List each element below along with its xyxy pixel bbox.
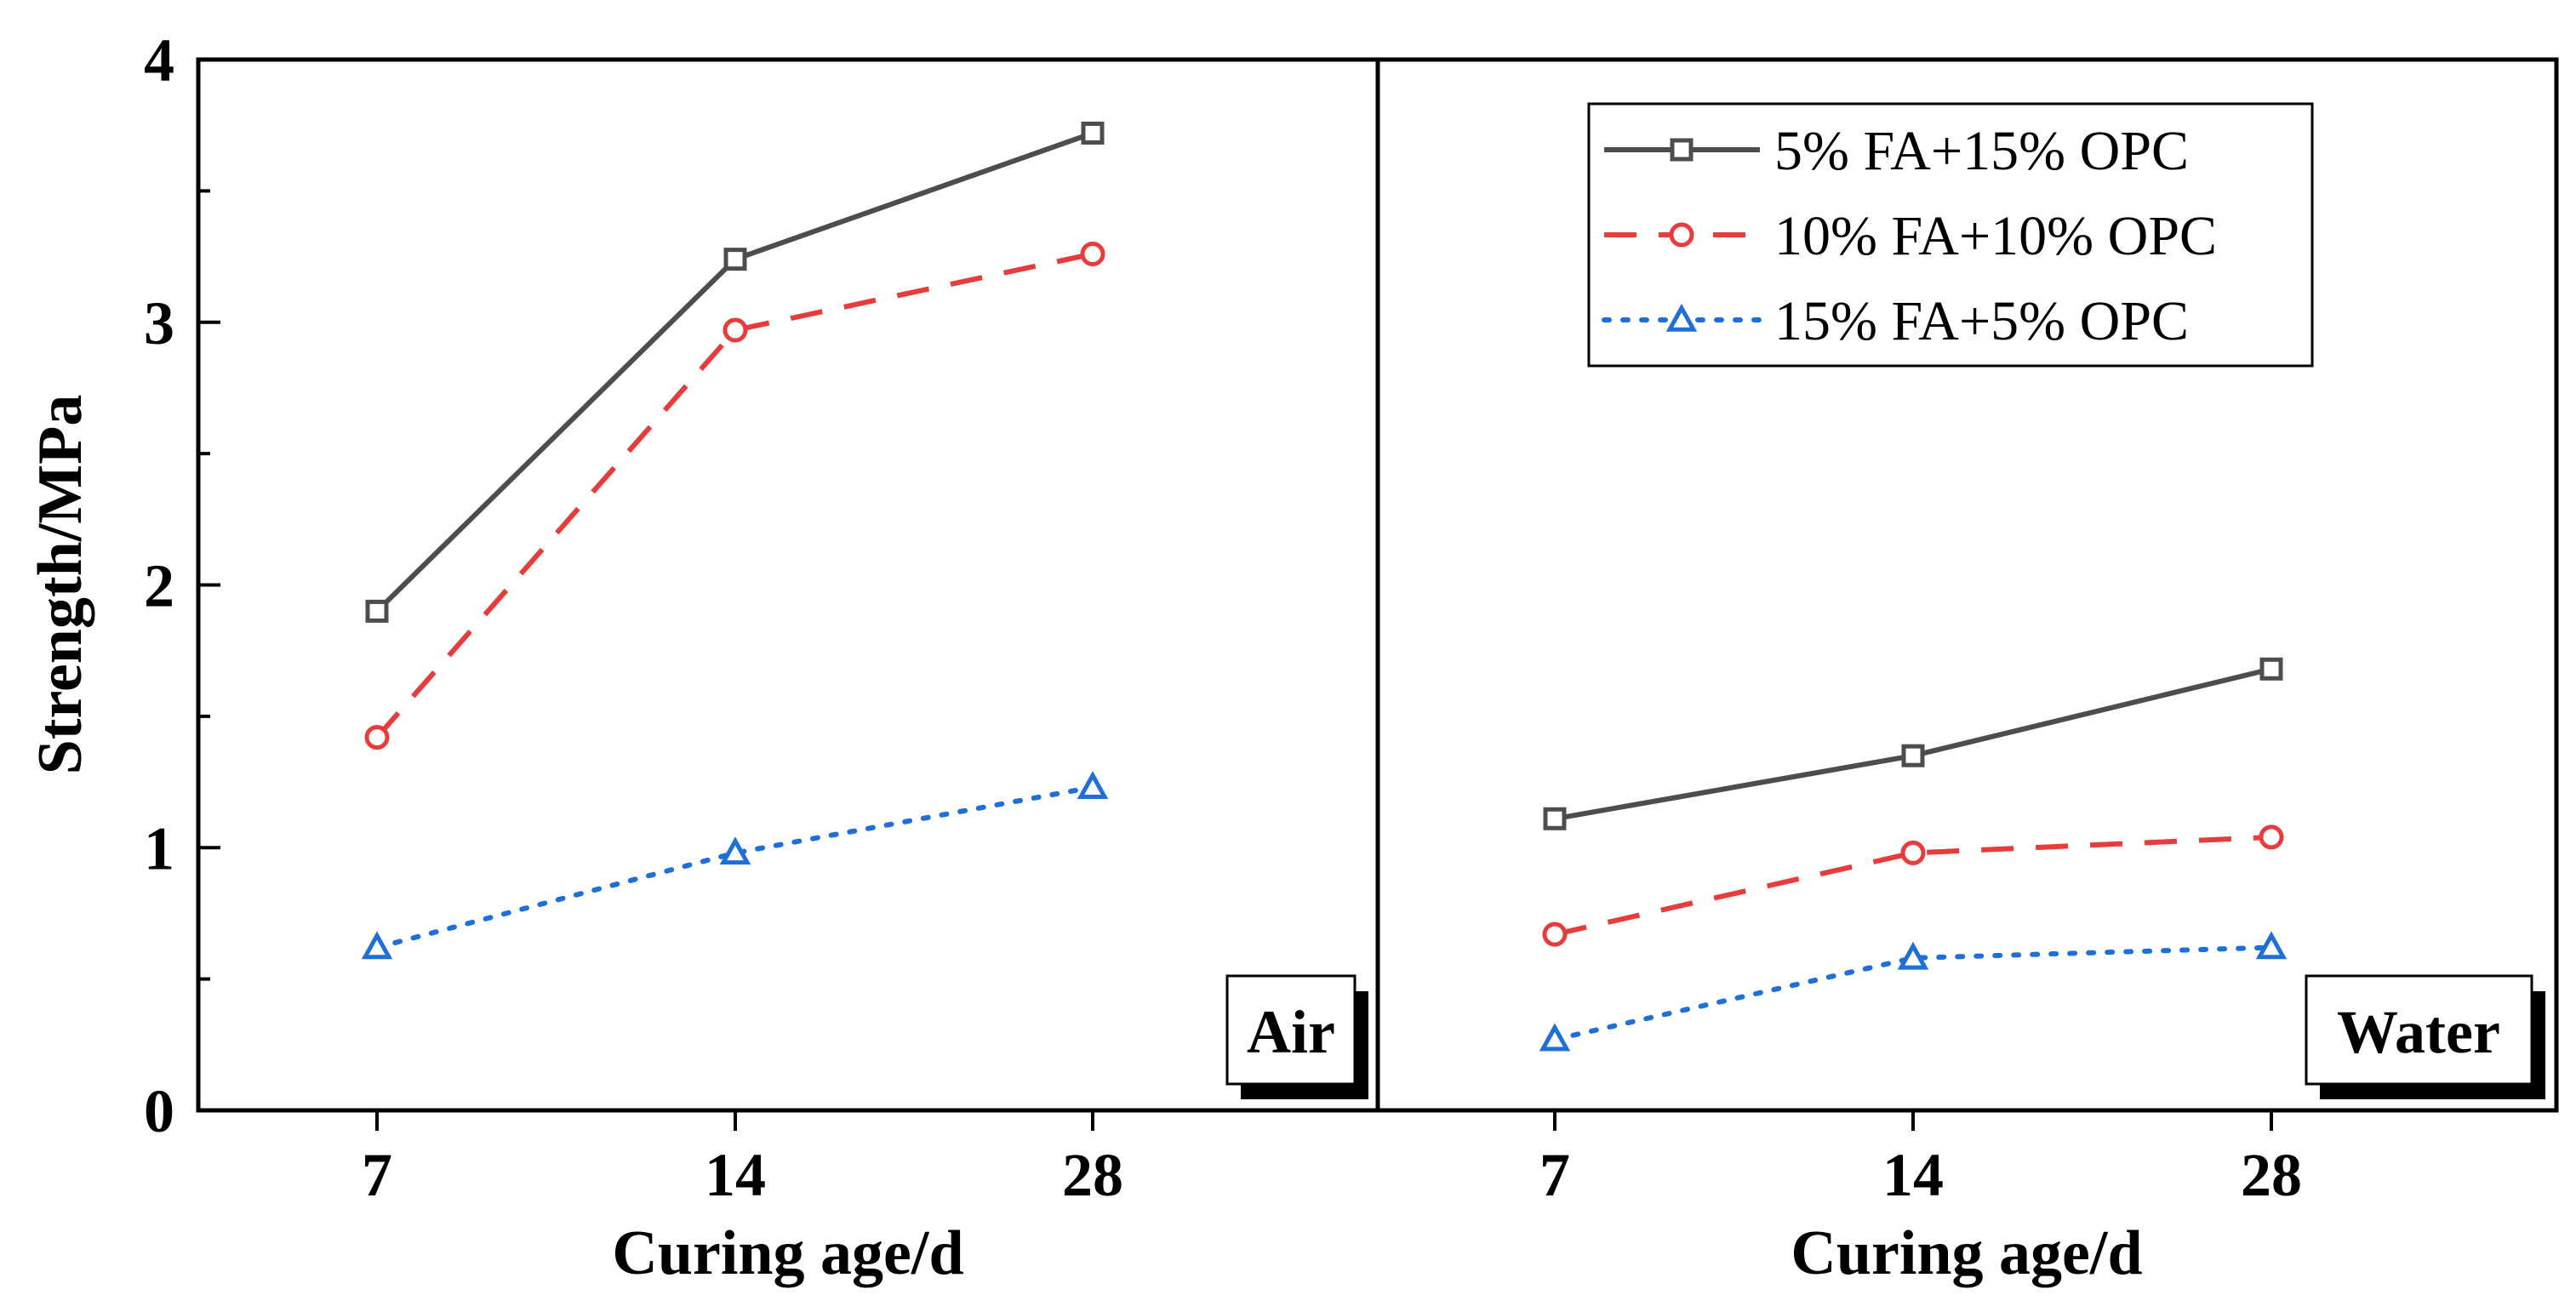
series-line-air-2 bbox=[374, 251, 1094, 739]
x-tick-label: 14 bbox=[705, 1141, 766, 1209]
data-point-water-3 bbox=[2255, 931, 2288, 960]
data-point-water-3 bbox=[1897, 941, 1929, 970]
panel-air-tag: Air bbox=[1225, 974, 1368, 1099]
legend-label: 15% FA+5% OPC bbox=[1774, 290, 2189, 352]
panel-water-tag-box bbox=[2305, 974, 2533, 1086]
data-point-water-2 bbox=[2259, 824, 2284, 850]
y-tick-label: 1 bbox=[144, 814, 174, 882]
data-point-water-1 bbox=[2259, 657, 2283, 681]
legend-label: 10% FA+10% OPC bbox=[1774, 205, 2217, 267]
legend-marker bbox=[1670, 138, 1694, 162]
y-tick-label: 2 bbox=[144, 552, 174, 620]
data-point-air-2 bbox=[364, 725, 390, 750]
data-point-air-1 bbox=[1081, 121, 1105, 145]
y-tick-label: 0 bbox=[144, 1077, 174, 1145]
data-point-water-2 bbox=[1542, 921, 1568, 947]
panel-air-label: Air bbox=[1247, 998, 1335, 1066]
panel-air-tag-box bbox=[1225, 974, 1357, 1086]
panel-water-tag: Water bbox=[2305, 974, 2545, 1099]
data-point-air-1 bbox=[365, 599, 389, 623]
y-axis-ticks: 0 1 2 3 4 bbox=[144, 26, 220, 1145]
y-tick-label: 3 bbox=[144, 289, 174, 357]
data-point-water-2 bbox=[1900, 840, 1926, 865]
y-axis-title: Strength/MPa bbox=[26, 395, 95, 775]
data-point-water-3 bbox=[1539, 1023, 1571, 1052]
legend-marker bbox=[1669, 222, 1694, 248]
x-tick-label: 28 bbox=[2241, 1141, 2302, 1209]
x-tick-label: 28 bbox=[1062, 1141, 1123, 1209]
x-axis-ticks: 7 14 28 7 14 28 bbox=[362, 1110, 2302, 1209]
legend-items: 5% FA+15% OPC 10% FA+10% OPC 15% FA+5% OPC bbox=[1602, 120, 2217, 352]
series-layer bbox=[361, 121, 2288, 1052]
x-tick-label: 7 bbox=[362, 1141, 392, 1209]
series-line-water-3 bbox=[1552, 944, 2274, 1042]
x-tick-label: 7 bbox=[1539, 1141, 1570, 1209]
series-line-water-2 bbox=[1554, 834, 2272, 938]
x-tick-label: 14 bbox=[1882, 1141, 1944, 1209]
legend: 5% FA+15% OPC 10% FA+10% OPC 15% FA+5% OPC bbox=[1587, 102, 2314, 368]
data-point-air-2 bbox=[723, 317, 748, 343]
x-axis-title-air: Curing age/d bbox=[612, 1218, 963, 1288]
panel-water-frame bbox=[1375, 57, 2559, 1113]
data-point-air-3 bbox=[719, 836, 751, 865]
legend-marker bbox=[1665, 303, 1698, 332]
panel-water-label: Water bbox=[2337, 998, 2500, 1066]
data-point-water-1 bbox=[1901, 744, 1925, 767]
data-point-air-2 bbox=[1080, 241, 1105, 266]
x-axis-title-water: Curing age/d bbox=[1791, 1218, 2142, 1288]
data-point-air-3 bbox=[1077, 771, 1109, 799]
legend-label: 5% FA+15% OPC bbox=[1774, 120, 2189, 182]
data-point-water-1 bbox=[1543, 807, 1567, 830]
y-tick-label: 4 bbox=[144, 26, 174, 94]
data-point-air-1 bbox=[723, 248, 747, 271]
data-point-air-3 bbox=[361, 931, 393, 960]
